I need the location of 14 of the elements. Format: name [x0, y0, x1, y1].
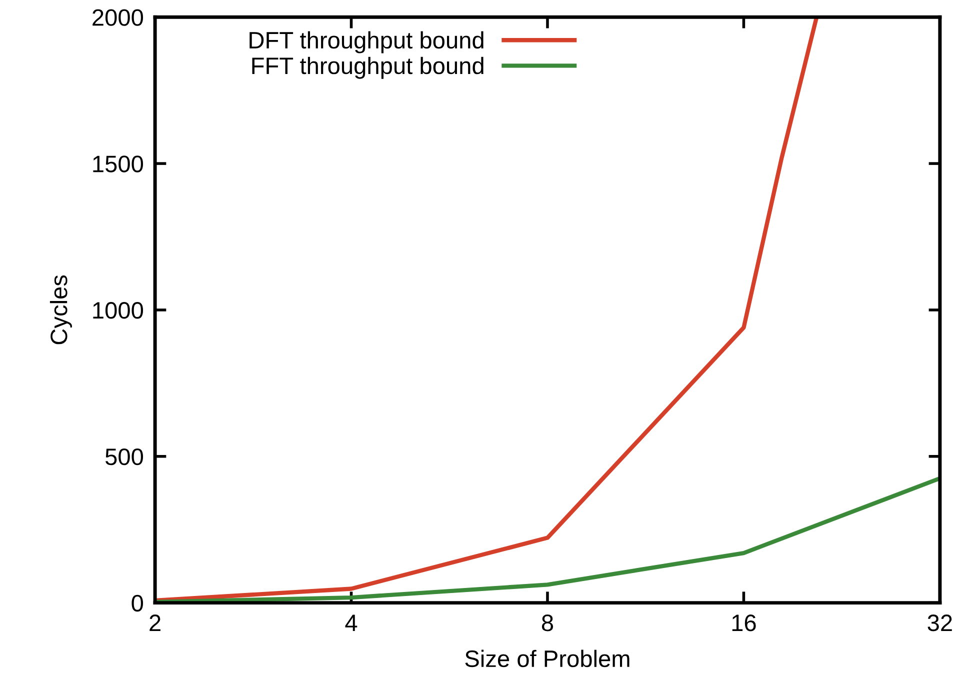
y-tick-label: 1500 — [93, 156, 144, 172]
x-tick-label: 32 — [928, 614, 952, 632]
y-axis-title: Cycles — [50, 275, 72, 344]
y-tick-label: 2000 — [92, 9, 144, 26]
legend-label: DFT throughput bound — [250, 31, 484, 54]
y-tick-label: 500 — [105, 448, 144, 466]
y-tick-label: 1000 — [93, 302, 144, 319]
x-tick-label: 8 — [542, 614, 554, 632]
x-tick-label: 2 — [150, 614, 160, 632]
y-tick-label: 0 — [132, 594, 144, 612]
x-axis-title: Size of Problem — [465, 650, 630, 668]
legend-label: FFT throughput bound — [252, 56, 484, 79]
x-tick-label: 4 — [345, 614, 358, 632]
x-tick-label: 16 — [732, 614, 756, 632]
